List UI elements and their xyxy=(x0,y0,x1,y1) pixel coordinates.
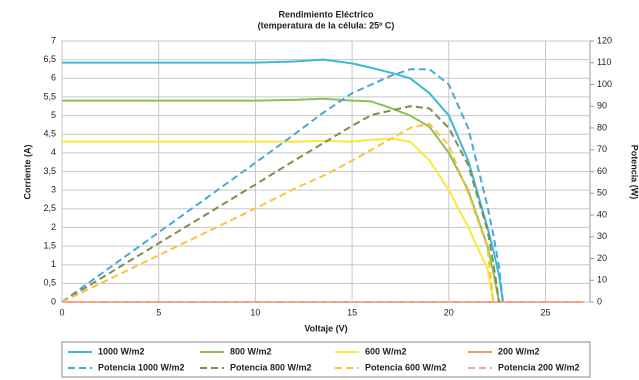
legend-label: Potencia 1000 W/m2 xyxy=(98,362,185,372)
y2-tick-label: 120 xyxy=(597,35,612,45)
chart-subtitle: (temperatura de la célula: 25º C) xyxy=(258,20,395,30)
y-tick-label: 4,5 xyxy=(43,129,56,139)
y2-tick-label: 10 xyxy=(597,275,607,285)
y-tick-label: 5 xyxy=(51,110,56,120)
y2-tick-label: 90 xyxy=(597,101,607,111)
y-tick-label: 7 xyxy=(51,35,56,45)
y-tick-label: 4 xyxy=(51,147,56,157)
legend-label: Potencia 800 W/m2 xyxy=(230,362,312,372)
series-line xyxy=(61,68,504,303)
y-tick-label: 6,5 xyxy=(43,54,56,64)
x-tick-label: 0 xyxy=(59,307,64,317)
y-tick-label: 3 xyxy=(51,185,56,195)
legend-label: Potencia 200 W/m2 xyxy=(498,362,580,372)
series-line xyxy=(62,137,495,303)
y2-tick-label: 30 xyxy=(597,231,607,241)
legend-label: Potencia 600 W/m2 xyxy=(365,362,447,372)
y-tick-label: 2 xyxy=(51,222,56,232)
y2-axis-title: Potencia (W) xyxy=(630,145,639,200)
series-line xyxy=(62,58,504,303)
y-axis-title: Corriente (A) xyxy=(22,144,32,199)
y2-tick-label: 50 xyxy=(597,188,607,198)
chart-title: Rendimiento Eléctrico xyxy=(278,9,374,19)
x-tick-label: 20 xyxy=(444,307,454,317)
series-line xyxy=(62,97,501,303)
y2-tick-label: 100 xyxy=(597,79,612,89)
y-tick-label: 6 xyxy=(51,73,56,83)
legend-label: 600 W/m2 xyxy=(365,346,407,356)
y-tick-label: 1 xyxy=(51,259,56,269)
x-axis-title: Voltaje (V) xyxy=(304,323,347,333)
legend-label: 1000 W/m2 xyxy=(98,346,145,356)
series-line xyxy=(61,122,495,303)
y-tick-label: 0 xyxy=(51,296,56,306)
x-tick-label: 5 xyxy=(156,307,161,317)
y2-tick-label: 110 xyxy=(597,57,611,67)
y2-tick-label: 20 xyxy=(597,253,607,263)
legend-label: 200 W/m2 xyxy=(498,346,540,356)
legend-label: 800 W/m2 xyxy=(230,346,272,356)
x-tick-label: 10 xyxy=(250,307,260,317)
y2-tick-label: 0 xyxy=(597,296,602,306)
y2-tick-label: 80 xyxy=(597,122,607,132)
y-tick-label: 5,5 xyxy=(43,91,56,101)
y2-tick-label: 70 xyxy=(597,144,607,154)
y-tick-label: 1,5 xyxy=(43,240,56,250)
y-tick-label: 2,5 xyxy=(43,203,56,213)
y-tick-label: 0,5 xyxy=(43,278,56,288)
y2-tick-label: 40 xyxy=(597,209,607,219)
legend-box xyxy=(61,341,591,378)
y-tick-label: 3,5 xyxy=(43,166,56,176)
y2-tick-label: 60 xyxy=(597,166,607,176)
x-tick-label: 15 xyxy=(347,307,357,317)
x-tick-label: 25 xyxy=(541,307,551,317)
